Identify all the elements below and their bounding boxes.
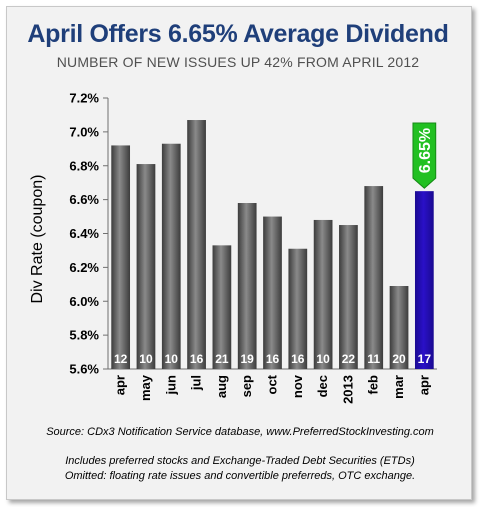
bar [212, 245, 232, 369]
y-tick-label: 6.4% [69, 226, 99, 241]
x-tick-label: 2013 [340, 375, 355, 404]
source-note: Source: CDx3 Notification Service databa… [46, 426, 434, 438]
x-tick-label: jun [163, 375, 178, 396]
bar [263, 216, 282, 369]
issue-count-label: 20 [392, 352, 406, 366]
issue-count-label: 19 [241, 352, 255, 366]
chart-title: April Offers 6.65% Average Dividend [27, 20, 449, 48]
y-tick-label: 5.8% [69, 328, 99, 343]
x-tick-label: feb [366, 375, 381, 395]
x-tick-label: dec [315, 375, 330, 397]
y-tick-label: 6.2% [69, 260, 99, 275]
bar [389, 286, 409, 369]
x-tick-label: may [138, 374, 153, 401]
footnote-includes: Includes preferred stocks and Exchange-T… [65, 455, 415, 467]
chart-subtitle: NUMBER OF NEW ISSUES UP 42% FROM APRIL 2… [56, 54, 420, 70]
x-tick-label: apr [416, 375, 431, 395]
x-tick-label: oct [265, 374, 280, 394]
issue-count-label: 21 [215, 352, 229, 366]
x-tick-label: aug [214, 375, 229, 398]
y-tick-label: 5.6% [69, 362, 99, 377]
bar [313, 219, 333, 369]
x-tick-label: apr [113, 375, 128, 395]
issue-count-label: 10 [139, 352, 153, 366]
bar [339, 225, 358, 369]
y-tick-label: 7.0% [69, 124, 99, 139]
issue-count-label: 17 [418, 352, 432, 366]
y-tick-label: 6.6% [69, 192, 99, 207]
bar [237, 203, 257, 369]
issue-count-label: 12 [114, 352, 128, 366]
issue-count-label: 11 [367, 352, 380, 366]
callout-arrow [412, 122, 437, 189]
y-tick-label: 7.2% [69, 91, 99, 106]
issue-count-label: 16 [266, 352, 280, 366]
bar [364, 186, 384, 369]
issue-count-label: 16 [291, 352, 305, 366]
x-tick-label: mar [391, 375, 406, 399]
bar [111, 145, 131, 369]
bar [288, 248, 308, 369]
issue-count-label: 22 [342, 352, 356, 366]
bar [136, 164, 156, 369]
y-tick-label: 6.8% [69, 158, 99, 173]
issue-count-label: 10 [165, 352, 179, 366]
x-tick-label: nov [290, 374, 305, 398]
x-tick-label: jul [189, 375, 204, 391]
bar [161, 143, 181, 369]
footnote-omitted: Omitted: floating rate issues and conver… [64, 470, 416, 482]
callout-label: 6.65% [417, 128, 434, 173]
issue-count-label: 16 [190, 352, 204, 366]
y-tick-label: 6.0% [69, 294, 99, 309]
x-tick-label: sep [239, 375, 254, 397]
bar-highlight [414, 191, 434, 369]
bar [187, 120, 206, 369]
issue-count-label: 10 [316, 352, 330, 366]
